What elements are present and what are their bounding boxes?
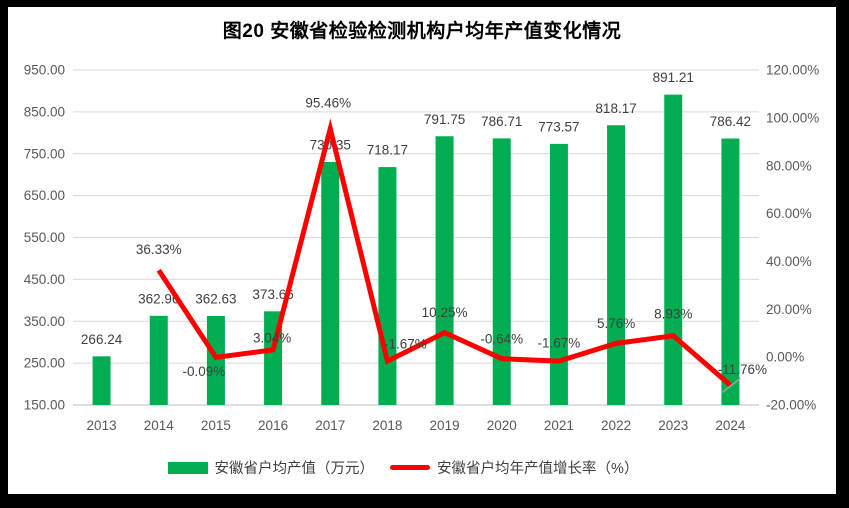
- bar-2023: [664, 94, 683, 405]
- label-leader-line: [721, 377, 741, 393]
- x-axis-label: 2015: [201, 418, 231, 433]
- x-axis-label: 2018: [372, 418, 402, 433]
- bar-value-label: 786.71: [481, 114, 522, 129]
- line-value-label: -0.09%: [183, 364, 226, 379]
- line-series-swatch-icon: [390, 465, 431, 470]
- right-axis-tick: 80.00%: [766, 158, 812, 173]
- legend-item-bar-series: 安徽省户均产值（万元）: [167, 457, 375, 478]
- bar-2013: [92, 356, 111, 405]
- line-value-label: -1.67%: [538, 336, 581, 351]
- left-axis-tick: 150.00: [24, 398, 65, 413]
- legend-label: 安徽省户均年产值增长率（%）: [437, 461, 639, 477]
- left-axis-tick: 250.00: [24, 356, 65, 371]
- right-axis-tick: 20.00%: [766, 302, 812, 317]
- right-axis-tick: 40.00%: [766, 254, 812, 269]
- legend-item-line-series: 安徽省户均年产值增长率（%）: [390, 457, 638, 478]
- line-value-label: -0.64%: [480, 331, 523, 346]
- bar-2021: [549, 143, 568, 405]
- x-axis-label: 2016: [258, 418, 288, 433]
- line-value-label: 8.93%: [654, 306, 692, 321]
- line-value-label: 10.25%: [422, 305, 468, 320]
- line-value-label: 36.33%: [136, 242, 182, 257]
- bar-2018: [378, 167, 397, 405]
- bar-2020: [492, 138, 511, 405]
- bar-value-label: 718.17: [367, 143, 408, 158]
- x-axis-label: 2013: [87, 418, 117, 433]
- line-value-label: -1.67%: [384, 337, 427, 352]
- x-axis-label: 2021: [544, 418, 574, 433]
- legend-label: 安徽省户均产值（万元）: [214, 461, 375, 477]
- x-axis-label: 2019: [430, 418, 460, 433]
- left-axis-tick: 550.00: [24, 230, 65, 245]
- right-axis-tick: 0.00%: [766, 350, 804, 365]
- bar-2024: [721, 138, 740, 405]
- bar-2017: [321, 161, 340, 405]
- bar-2015: [206, 315, 225, 405]
- chart-canvas: 150.00 250.00 350.00 450.00 550.00 650.00 750.…: [24, 63, 820, 433]
- bar-2019: [435, 136, 454, 405]
- growth-rate-line: [156, 118, 733, 388]
- line-value-label: -11.76%: [718, 362, 767, 377]
- bar-2014: [149, 315, 168, 405]
- chart-panel: 图20 安徽省检验检测机构户均年产值变化情况 150.00 250.00 350.0…: [8, 7, 836, 494]
- right-axis-tick: -20.00%: [766, 398, 816, 413]
- left-axis-tick: 750.00: [24, 146, 65, 161]
- bar-value-label: 773.57: [538, 119, 579, 134]
- bar-value-label: 362.96: [138, 291, 179, 306]
- x-axis-label: 2020: [487, 418, 517, 433]
- x-axis-label: 2017: [315, 418, 345, 433]
- bar-value-label: 891.21: [653, 70, 694, 85]
- bar-value-label: 266.24: [81, 332, 123, 347]
- x-axis-label: 2014: [144, 418, 175, 433]
- bar-2022: [607, 125, 626, 406]
- line-value-label: 3.04%: [253, 330, 291, 345]
- bar-value-label: 373.66: [252, 287, 293, 302]
- bar-series-swatch-icon: [167, 461, 208, 474]
- x-axis-label: 2024: [715, 418, 746, 433]
- right-axis-tick: 100.00%: [766, 110, 819, 125]
- chart-legend: 安徽省户均产值（万元） 安徽省户均年产值增长率（%）: [8, 457, 798, 478]
- left-axis-tick: 950.00: [24, 63, 65, 78]
- bar-value-label: 818.17: [595, 101, 636, 116]
- left-axis-tick: 350.00: [24, 314, 65, 329]
- bar-value-label: 730.35: [310, 138, 351, 153]
- x-axis-label: 2023: [658, 418, 688, 433]
- line-value-label: 5.76%: [597, 316, 635, 331]
- chart-title: 图20 安徽省检验检测机构户均年产值变化情况: [222, 21, 622, 42]
- bar-value-label: 791.75: [424, 112, 465, 127]
- left-axis-tick: 650.00: [24, 188, 65, 203]
- bar-value-label: 786.42: [710, 114, 751, 129]
- left-axis-tick: 450.00: [24, 272, 65, 287]
- right-axis-tick: 60.00%: [766, 206, 812, 221]
- chart: 150.00 250.00 350.00 450.00 550.00 650.00 750.…: [8, 7, 836, 494]
- right-axis-tick: 120.00%: [766, 63, 819, 78]
- left-axis-tick: 850.00: [24, 104, 65, 119]
- x-axis-label: 2022: [601, 418, 631, 433]
- bar-value-label: 362.63: [195, 292, 236, 307]
- line-value-label: 95.46%: [305, 95, 351, 110]
